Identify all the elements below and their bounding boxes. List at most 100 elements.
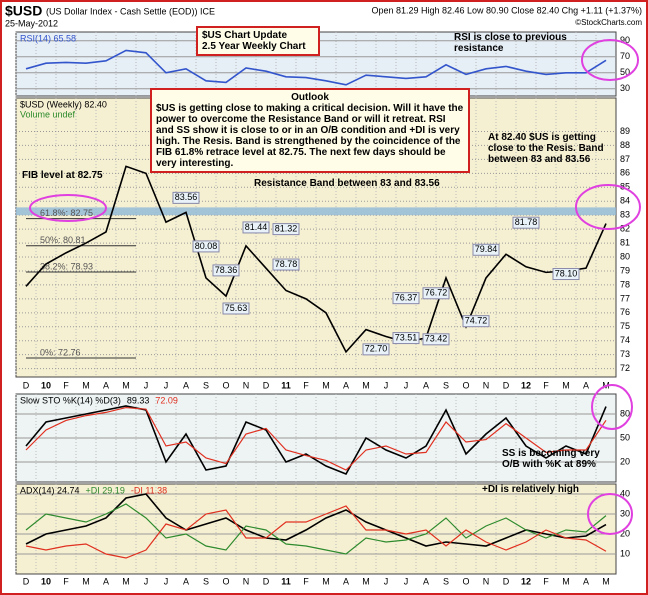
point-label: 73.51	[395, 332, 418, 342]
y-tick-label: 77	[620, 293, 630, 303]
series-line	[25, 405, 607, 476]
y-tick-label: 20	[620, 528, 630, 538]
label-box	[472, 243, 500, 256]
point-label: 81.44	[245, 222, 268, 232]
point-label: 78.10	[555, 268, 578, 278]
y-tick-label: 81	[620, 237, 630, 247]
series-line	[25, 503, 607, 555]
point-label: 73.42	[425, 334, 448, 344]
series-line	[25, 505, 607, 559]
x-tick-label: F	[543, 380, 549, 390]
date: 25-May-2012	[5, 18, 58, 28]
x-tick-label: M	[562, 380, 570, 390]
fib-label: 61.8%: 82.75	[40, 208, 93, 218]
x-tick-label: J	[164, 576, 169, 586]
label-box	[392, 332, 420, 345]
legend-entry: +DI 29.19	[86, 485, 125, 495]
label-box	[462, 315, 490, 328]
series-line	[25, 49, 607, 86]
x-tick-label: D	[23, 380, 30, 390]
title-line: 2.5 Year Weekly Chart	[202, 41, 306, 52]
point-label: 75.63	[225, 303, 248, 313]
x-tick-label: J	[404, 576, 409, 586]
x-tick-label: A	[343, 576, 349, 586]
title-line: $US Chart Update	[202, 30, 288, 41]
label-box	[512, 216, 540, 229]
point-label: 78.78	[275, 259, 298, 269]
y-tick-label: 74	[620, 335, 630, 345]
y-tick-label: 75	[620, 321, 630, 331]
legend-entry: ADX(14) 24.74	[20, 485, 80, 495]
fib-label: 38.2%: 78.93	[40, 261, 93, 271]
note: FIB level at 82.75	[22, 170, 103, 181]
note: At 82.40 $US is getting close to the Res…	[488, 132, 604, 165]
point-label: 72.70	[365, 344, 388, 354]
series-line	[25, 406, 607, 471]
x-tick-label: M	[322, 380, 330, 390]
x-tick-label: N	[243, 576, 250, 586]
x-tick-label: J	[384, 576, 389, 586]
y-tick-label: 30	[620, 83, 630, 93]
y-tick-label: 89	[620, 126, 630, 136]
y-tick-label: 87	[620, 154, 630, 164]
y-tick-label: 78	[620, 279, 630, 289]
x-tick-label: A	[583, 576, 589, 586]
note: SS is becoming very O/B with %K at 89%	[502, 448, 600, 470]
x-tick-label: J	[164, 380, 169, 390]
x-tick-label: A	[423, 380, 429, 390]
x-tick-label: F	[543, 576, 549, 586]
x-tick-label: M	[362, 576, 370, 586]
x-tick-label: D	[23, 576, 30, 586]
label-box	[212, 264, 240, 277]
legend-entry: $USD (Weekly) 82.40	[20, 99, 107, 109]
x-tick-label: D	[263, 380, 270, 390]
x-tick-label: N	[483, 576, 490, 586]
source: ©StockCharts.com	[575, 18, 642, 27]
x-tick-label: D	[503, 576, 510, 586]
x-tick-label: A	[423, 576, 429, 586]
panel-label: Slow STO %K(14) %D(3)	[20, 395, 121, 405]
x-tick-label: O	[462, 380, 469, 390]
y-tick-label: 85	[620, 182, 630, 192]
label-box	[242, 221, 270, 234]
y-tick-label: 10	[620, 548, 630, 558]
x-tick-label: A	[103, 380, 109, 390]
y-tick-label: 83	[620, 210, 630, 220]
x-tick-label: A	[583, 380, 589, 390]
y-tick-label: 73	[620, 349, 630, 359]
note: RSI is close to previous resistance	[454, 32, 567, 54]
point-label: 80.08	[195, 241, 218, 251]
outlook-body: $US is getting close to making a critica…	[156, 103, 464, 169]
title-box: $US Chart Update 2.5 Year Weekly Chart	[196, 26, 320, 56]
x-tick-label: M	[322, 576, 330, 586]
x-tick-label: M	[82, 576, 90, 586]
resistance-band	[16, 207, 616, 216]
point-label: 81.78	[515, 217, 538, 227]
label-box	[362, 343, 390, 356]
label-box	[172, 191, 200, 204]
x-tick-label: O	[462, 576, 469, 586]
outlook-box: Outlook $US is getting close to making a…	[150, 88, 470, 173]
x-tick-label: M	[122, 380, 130, 390]
label-box	[192, 240, 220, 253]
volume-label: Volume undef	[20, 109, 76, 119]
x-tick-label: J	[144, 576, 149, 586]
quote: Open 81.29 High 82.46 Low 80.90 Close 82…	[371, 5, 642, 15]
point-label: 76.72	[425, 288, 448, 298]
note: +DI is relatively high	[482, 484, 579, 495]
symbol: $USD	[5, 3, 42, 19]
x-tick-label: S	[443, 380, 449, 390]
x-tick-label: M	[362, 380, 370, 390]
point-label: 79.84	[475, 244, 498, 254]
label-box	[222, 302, 250, 315]
y-tick-label: 79	[620, 265, 630, 275]
x-tick-label: D	[503, 380, 510, 390]
legend-entry: 72.09	[155, 395, 178, 405]
point-label: 83.56	[175, 192, 198, 202]
x-tick-label: F	[303, 380, 309, 390]
label-box	[272, 258, 300, 271]
label-box	[422, 287, 450, 300]
y-tick-label: 30	[620, 508, 630, 518]
y-tick-label: 70	[620, 51, 630, 61]
x-tick-label: D	[263, 576, 270, 586]
